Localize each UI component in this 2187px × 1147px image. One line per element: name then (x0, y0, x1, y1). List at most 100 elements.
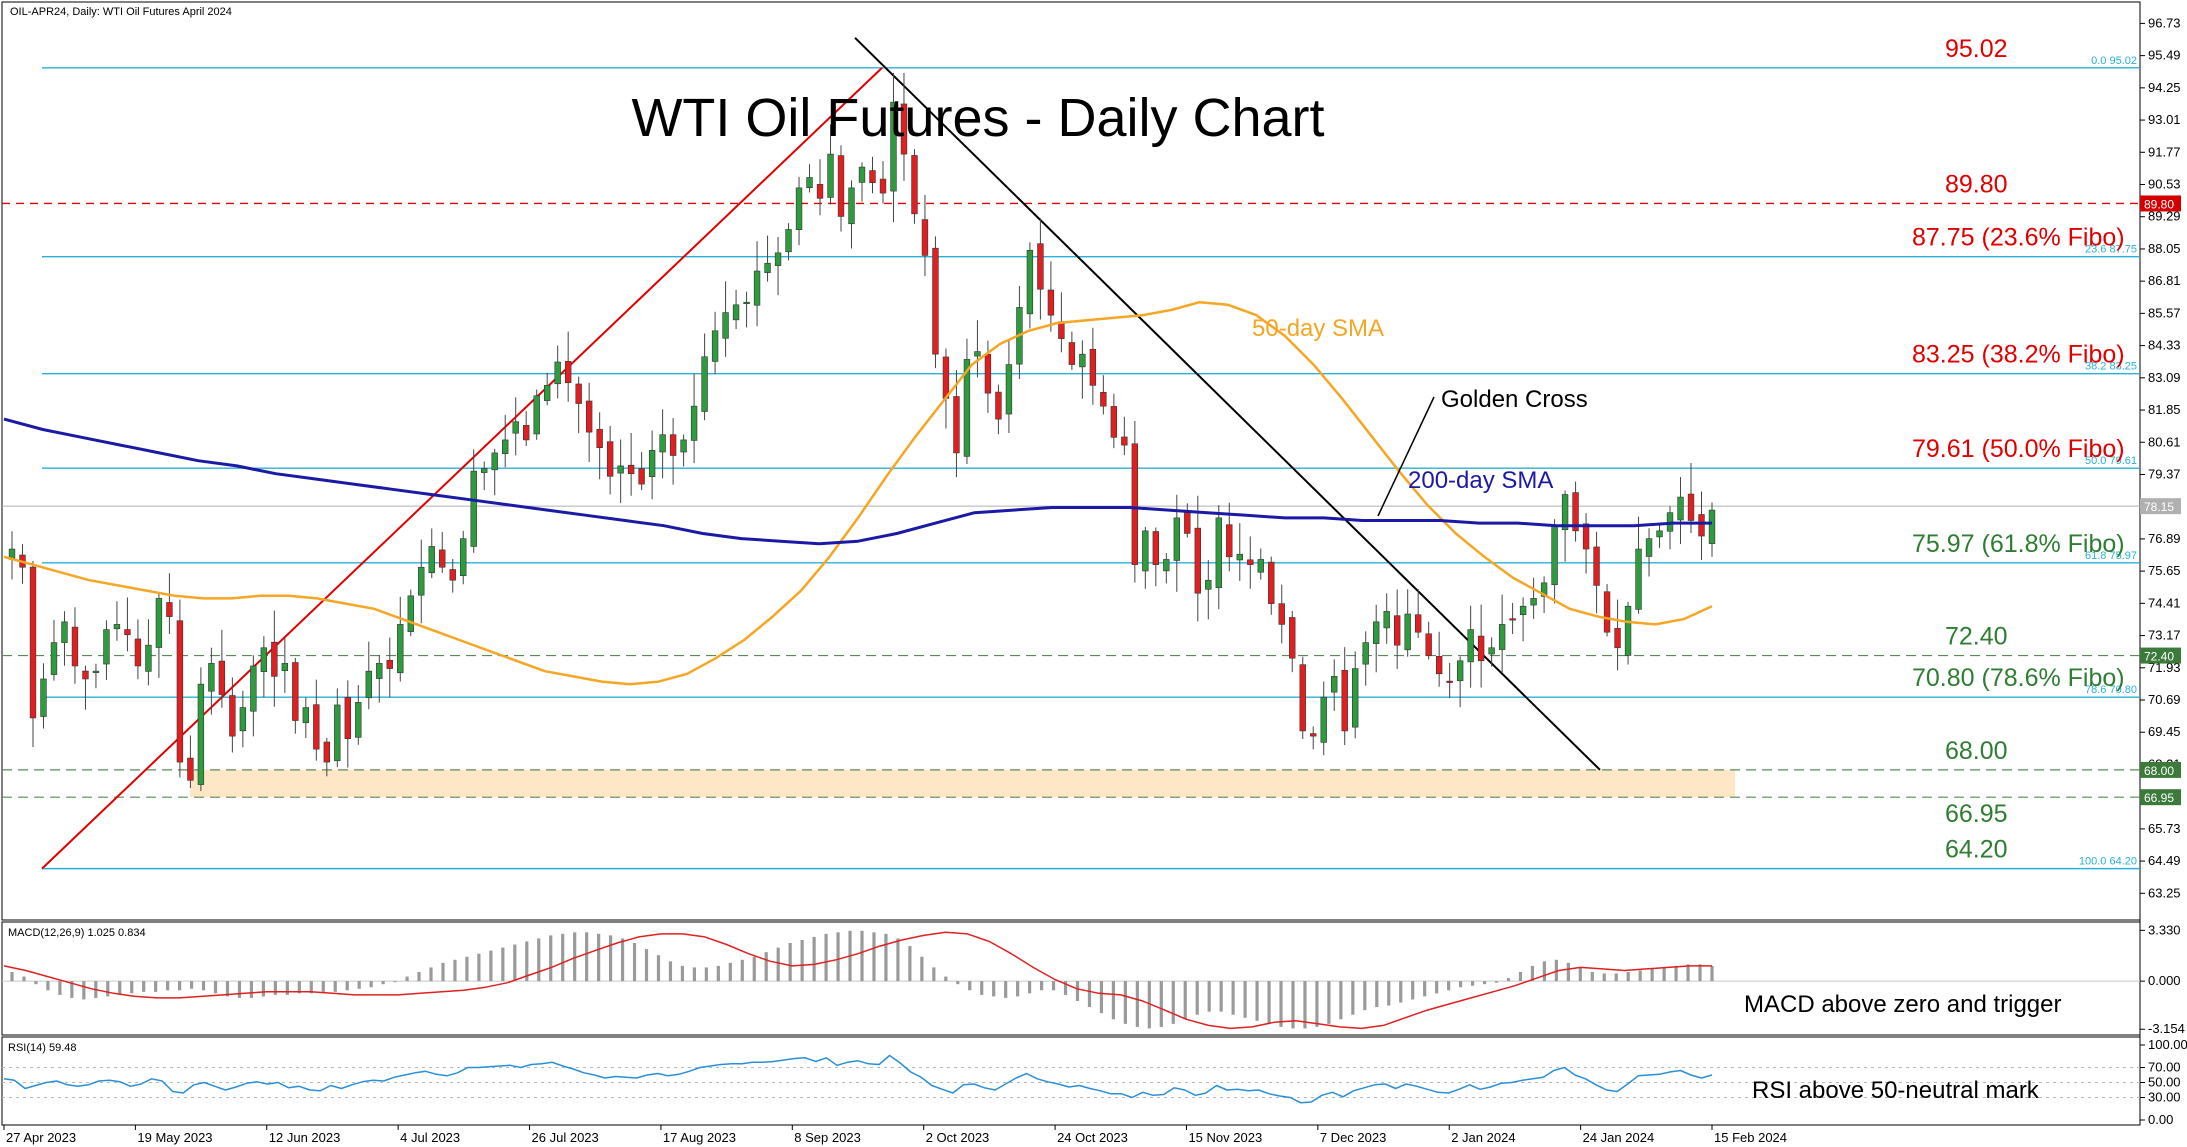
candle-body (1404, 613, 1411, 651)
level-label: 70.80 (78.6% Fibo) (1912, 664, 2125, 692)
candle-body (334, 704, 341, 762)
fibo-tag: 38.2 83.25 (2085, 361, 2137, 373)
support-zone-rect (190, 769, 1735, 798)
candle-body (648, 450, 656, 478)
candle-body (753, 270, 761, 306)
candle-body (1519, 605, 1527, 615)
macd-bar (597, 933, 601, 982)
macd-bar (1123, 981, 1127, 1024)
level-label: 83.25 (38.2% Fibo) (1912, 341, 2125, 369)
golden-cross-pointer (1377, 396, 1435, 517)
macd-bar (1087, 981, 1092, 1008)
macd-series: 3.330 0.000 -3.154 (2, 922, 2185, 1036)
candle-body (439, 549, 446, 568)
candle-body (1425, 633, 1432, 656)
macd-bar (345, 981, 349, 991)
level-label: 66.95 (1945, 800, 2008, 828)
macd-bar (118, 981, 122, 995)
candle-body (1058, 321, 1065, 339)
macd-panel-frame (1, 921, 2141, 1036)
candle-body (1603, 591, 1611, 633)
candle-body (1278, 603, 1285, 625)
candle-body (690, 405, 698, 441)
candle-body (1163, 559, 1170, 572)
macd-bar (1075, 981, 1080, 1001)
symbol-info: OIL-APR24, Daily: WTI Oil Futures April … (10, 6, 232, 18)
macd-bar (405, 976, 409, 982)
x-tick-label: 27 Apr 2023 (6, 1130, 76, 1145)
y-tick-label: 93.01 (2148, 112, 2181, 127)
x-tick-label: 19 May 2023 (137, 1130, 212, 1145)
macd-bar (752, 956, 756, 982)
macd-bar (956, 981, 960, 985)
candle-body (355, 702, 362, 738)
macd-bar (812, 936, 816, 982)
y-tick-label: 65.73 (2148, 821, 2181, 836)
candle-body (1593, 546, 1600, 586)
macd-bar (213, 981, 218, 994)
x-tick-label: 24 Jan 2024 (1583, 1130, 1655, 1145)
candle-body (1414, 614, 1422, 633)
candle-body (134, 638, 142, 667)
candle-body (1509, 618, 1516, 621)
fibo-tag: 0.0 95.02 (2091, 55, 2137, 67)
macd-bar (1339, 981, 1343, 1020)
candle-body (1152, 531, 1160, 565)
macd-bar (106, 981, 110, 997)
candle-body (1184, 511, 1191, 534)
date-axis: 27 Apr 2023 19 May 2023 12 Jun 2023 4 Jul 2… (3, 1125, 1787, 1145)
candle-body (418, 566, 425, 596)
macd-bar (1099, 981, 1104, 1014)
candle-body (491, 452, 498, 471)
candle-body (1341, 669, 1348, 732)
price-tag-label: 78.15 (2144, 500, 2174, 514)
macd-bar (525, 941, 529, 982)
macd-bar (836, 932, 840, 982)
candle-body (1540, 582, 1548, 597)
fibo-tag: 23.6 87.75 (2085, 244, 2137, 256)
candle-body (113, 624, 121, 630)
macd-bar (10, 971, 14, 982)
candle-body (596, 429, 603, 449)
macd-bar (58, 981, 62, 995)
candle-body (344, 696, 351, 740)
candle-body (659, 434, 666, 453)
chart-title: WTI Oil Futures - Daily Chart (631, 88, 1324, 148)
macd-bar (764, 952, 768, 982)
macd-bar (968, 981, 972, 991)
rsi-tick-label: 50.00 (2148, 1075, 2181, 1090)
macd-bar (1411, 981, 1415, 1000)
candle-body (543, 385, 551, 401)
price-tag-label: 68.00 (2144, 764, 2174, 778)
price-tag (2140, 195, 2181, 212)
x-tick-label: 17 Aug 2023 (663, 1130, 736, 1145)
macd-bar (465, 956, 469, 982)
macd-bar (704, 967, 708, 982)
candle-body (890, 101, 897, 192)
candle-body (229, 695, 236, 737)
candle-body (879, 178, 887, 194)
macd-bar (1578, 967, 1582, 982)
candle-body (1383, 611, 1390, 629)
candle-body (774, 252, 782, 266)
macd-bar (656, 955, 661, 982)
candle-body (1498, 624, 1506, 650)
candle-body (606, 441, 614, 477)
candle-body (1068, 342, 1076, 365)
y-tick-label: 64.49 (2148, 853, 2181, 868)
macd-bar (1674, 965, 1678, 982)
candle-body (50, 642, 58, 675)
macd-bar (1363, 981, 1367, 1011)
candle-body (732, 304, 740, 321)
macd-bar (549, 935, 553, 982)
candle-body (1582, 523, 1590, 550)
golden-cross-label: Golden Cross (1441, 386, 1588, 413)
candle-body (974, 351, 981, 357)
candle-body (428, 546, 435, 574)
candle-body (711, 330, 719, 362)
macd-bar (1590, 971, 1594, 982)
candle-body (1656, 530, 1663, 538)
macd-bar (1387, 981, 1391, 1006)
level-lines: 0.0 95.02 23.6 87.75 38.2 83.25 50.0 79.61 6… (2, 55, 2140, 870)
candle-body (900, 103, 908, 155)
